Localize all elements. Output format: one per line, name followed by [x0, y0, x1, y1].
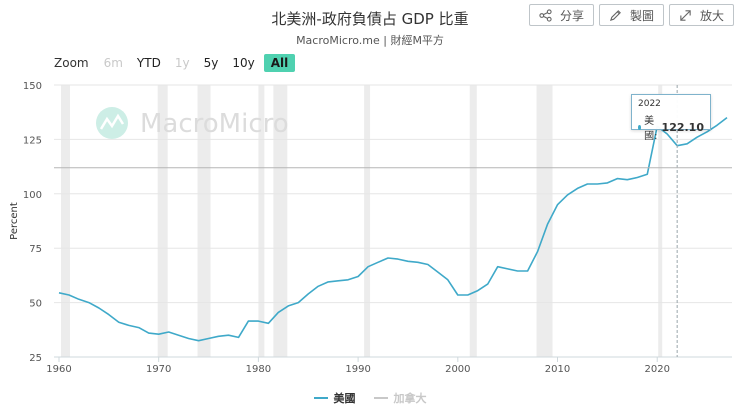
tooltip-year: 2022 — [638, 99, 661, 109]
share-icon — [539, 8, 552, 22]
tooltip-value: 122.10 — [661, 120, 704, 134]
watermark-text: MacroMicro — [140, 109, 289, 139]
zoom-1y-button[interactable]: 1y — [174, 56, 190, 70]
x-tick-label: 2010 — [545, 364, 570, 375]
recession-band — [536, 85, 553, 357]
tooltip-series-label: 美國: — [644, 116, 658, 142]
recession-band — [364, 85, 371, 357]
series-line-us — [58, 116, 728, 342]
x-tick-label: 1990 — [345, 364, 370, 375]
zoom-5y-button[interactable]: 5y — [203, 56, 219, 70]
y-axis-title: Percent — [9, 202, 20, 240]
recession-band — [273, 85, 288, 357]
legend-label-canada: 加拿大 — [393, 392, 427, 405]
draw-chart-label: 製圖 — [629, 8, 654, 23]
y-tick-label: 75 — [29, 244, 42, 255]
x-tick-label: 2020 — [644, 364, 669, 375]
zoom-6m-button[interactable]: 6m — [103, 56, 123, 70]
legend-item-canada[interactable]: 加拿大 — [373, 390, 427, 406]
tooltip-series-dot — [638, 124, 642, 130]
chart-subtitle: MacroMicro.me | 財經M平方 — [296, 34, 444, 47]
y-tick-label: 150 — [23, 81, 42, 92]
recession-band — [197, 85, 211, 357]
recession-band — [658, 85, 663, 357]
zoom-label: Zoom — [54, 56, 89, 70]
zoom-ytd-button[interactable]: YTD — [136, 56, 161, 70]
expand-button[interactable]: 放大 — [668, 4, 734, 26]
x-tick-label: 1980 — [246, 364, 271, 375]
zoom-selector: Zoom 6m YTD 1y 5y 10y All — [54, 54, 296, 72]
chart-legend: 美國 加拿大 — [0, 390, 740, 406]
y-tick-label: 50 — [29, 299, 42, 310]
chart-toolbar: 分享 製圖 放大 — [528, 4, 734, 26]
watermark: MacroMicro — [96, 107, 289, 139]
draw-chart-button[interactable]: 製圖 — [598, 4, 664, 26]
zoom-10y-button[interactable]: 10y — [232, 56, 255, 70]
pencil-icon — [609, 9, 621, 21]
legend-label-us: 美國 — [333, 392, 356, 405]
share-button[interactable]: 分享 — [528, 4, 594, 26]
y-tick-label: 125 — [23, 135, 42, 146]
chart-title: 北美洲-政府負債占 GDP 比重 — [271, 10, 469, 28]
x-tick-label: 1970 — [146, 364, 171, 375]
x-tick-label: 2000 — [445, 364, 470, 375]
watermark-logo-icon — [96, 107, 128, 139]
legend-item-us[interactable]: 美國 — [313, 390, 356, 406]
expand-icon — [680, 9, 691, 21]
zoom-all-button[interactable]: All — [263, 54, 296, 72]
share-label: 分享 — [559, 8, 584, 23]
legend-line-us — [313, 397, 328, 399]
expand-label: 放大 — [699, 8, 724, 23]
watermark-logo-chart-icon — [99, 113, 125, 130]
recession-band — [258, 85, 265, 357]
y-tick-label: 100 — [23, 190, 42, 201]
data-tooltip: 2022 美國: 122.10 — [631, 94, 711, 142]
recession-band — [60, 85, 70, 357]
x-tick-label: 1960 — [46, 364, 71, 375]
recession-band — [469, 85, 477, 357]
recession-band — [157, 85, 168, 357]
y-tick-label: 25 — [29, 353, 42, 364]
legend-line-canada — [373, 397, 388, 399]
